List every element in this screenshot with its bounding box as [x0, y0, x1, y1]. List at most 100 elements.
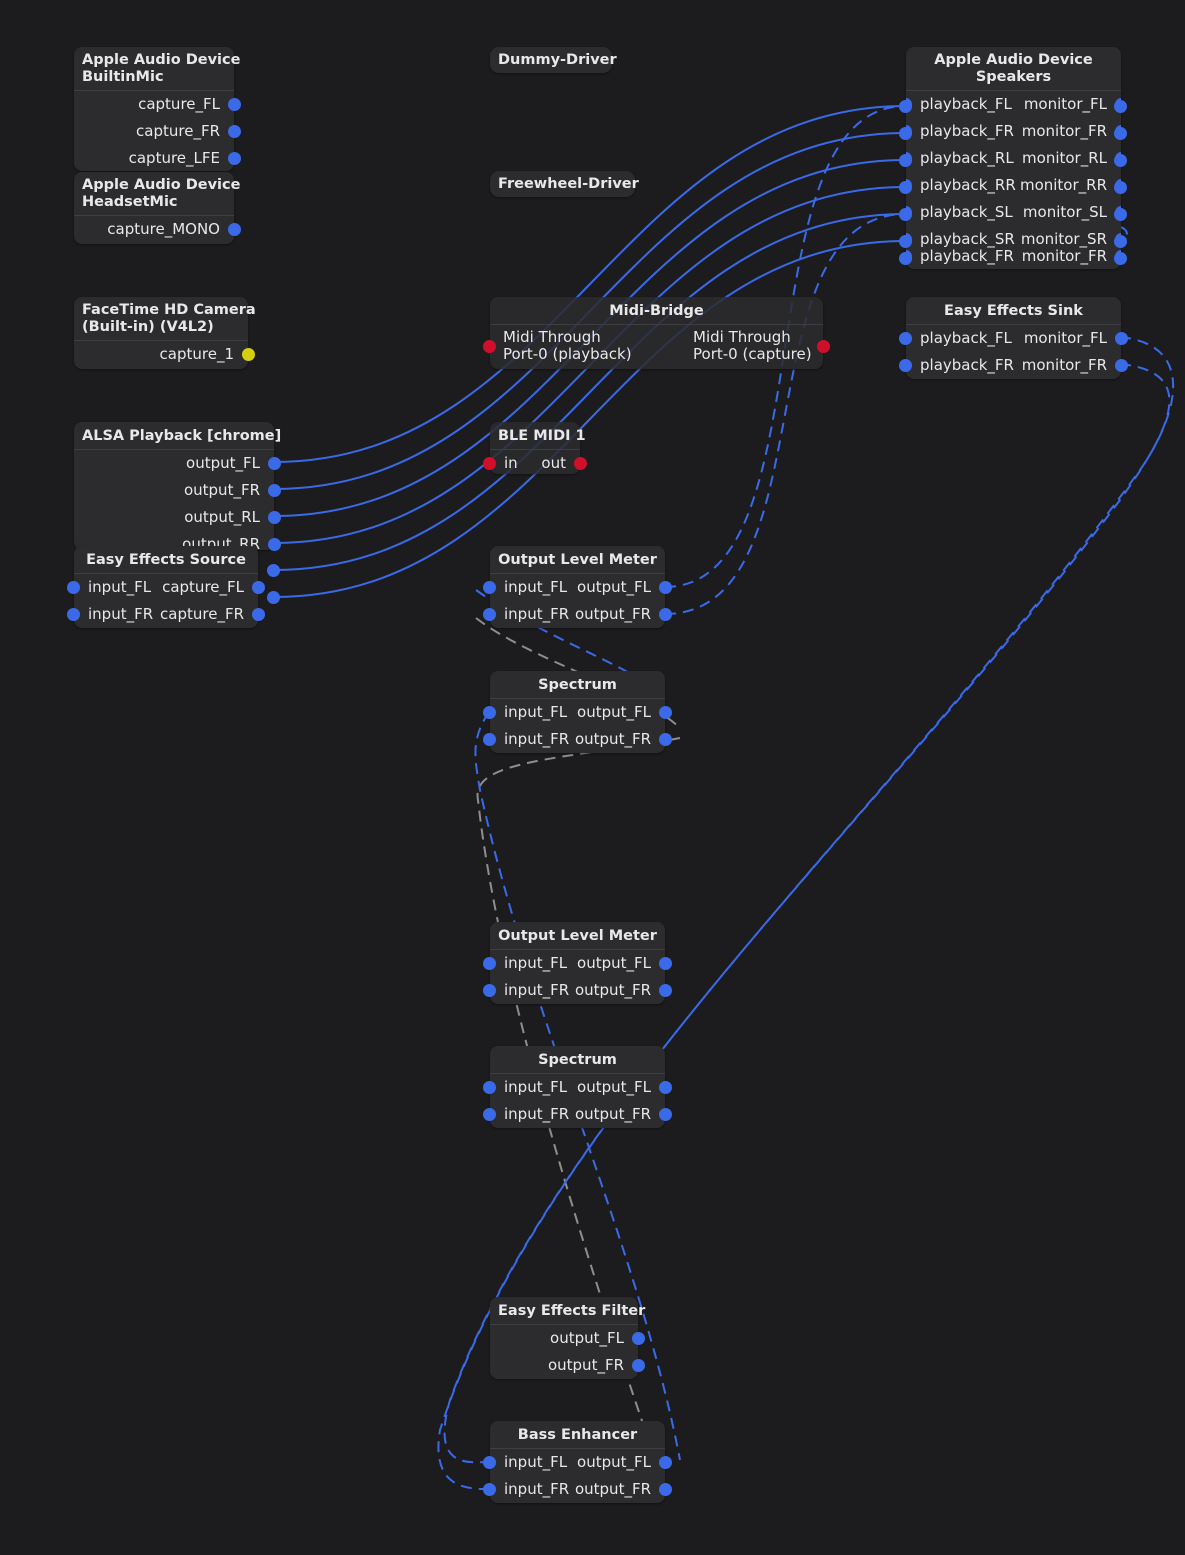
video-port-icon[interactable]: [242, 348, 255, 361]
input-port-icon[interactable]: [483, 1483, 496, 1496]
output-port-icon[interactable]: [228, 98, 241, 111]
output-port-icon[interactable]: [228, 152, 241, 165]
port-row-fr[interactable]: input_FR output_FR: [483, 726, 672, 753]
port-row-fl[interactable]: input_FL output_FL: [483, 1449, 672, 1476]
port-row-fl[interactable]: playback_FL monitor_FL: [906, 91, 1121, 118]
midi-port-row[interactable]: Midi Through Port-0 (playback) Midi Thro…: [483, 325, 830, 371]
output-port-icon[interactable]: [268, 484, 281, 497]
input-port-icon[interactable]: [483, 957, 496, 970]
port-row-fr[interactable]: input_FR capture_FR: [67, 601, 265, 628]
input-port-icon[interactable]: [483, 733, 496, 746]
node-alsa-playback[interactable]: ALSA Playback [chrome] output_FL output_…: [74, 422, 281, 553]
output-port-icon[interactable]: [252, 581, 265, 594]
port-row-fr-overflow[interactable]: playback_FR monitor_FR: [906, 243, 1121, 269]
output-port-icon[interactable]: [228, 223, 241, 236]
midi-input-port-icon[interactable]: [483, 457, 496, 470]
port-output-fr[interactable]: output_FR: [74, 477, 281, 504]
output-port-icon[interactable]: [228, 125, 241, 138]
port-capture-fr[interactable]: capture_FR: [74, 118, 241, 145]
input-port-icon[interactable]: [899, 208, 912, 221]
port-output-fl[interactable]: output_FL: [74, 450, 281, 477]
port-capture-fl[interactable]: capture_FL: [74, 91, 241, 118]
output-port-icon[interactable]: [1114, 154, 1127, 167]
port-row-fl[interactable]: input_FL output_FL: [483, 950, 672, 977]
midi-output-port-icon[interactable]: [574, 457, 587, 470]
node-dummy-driver[interactable]: Dummy-Driver: [490, 47, 617, 73]
input-port-icon[interactable]: [899, 359, 912, 372]
output-port-icon[interactable]: [659, 1081, 672, 1094]
output-port-icon[interactable]: [267, 591, 280, 604]
port-row-rr[interactable]: playback_RR monitor_RR: [906, 172, 1121, 199]
input-port-icon[interactable]: [67, 608, 80, 621]
port-row-fr[interactable]: input_FR output_FR: [483, 1101, 672, 1128]
midi-input-port-icon[interactable]: [483, 340, 496, 353]
port-output-fr[interactable]: output_FR: [490, 1352, 645, 1379]
port-row-rl[interactable]: playback_RL monitor_RL: [906, 145, 1121, 172]
input-port-icon[interactable]: [899, 235, 912, 248]
output-port-icon[interactable]: [659, 984, 672, 997]
port-output-fl[interactable]: output_FL: [490, 1325, 645, 1352]
input-port-icon[interactable]: [899, 181, 912, 194]
node-easy-effects-source[interactable]: Easy Effects Source input_FL capture_FL …: [67, 546, 265, 628]
port-row-fr[interactable]: input_FR output_FR: [483, 601, 672, 628]
input-port-icon[interactable]: [483, 706, 496, 719]
input-port-icon[interactable]: [483, 608, 496, 621]
input-port-icon[interactable]: [899, 154, 912, 167]
output-port-icon[interactable]: [1114, 181, 1127, 194]
node-bass-enhancer[interactable]: Bass Enhancer input_FL output_FL input_F…: [483, 1421, 672, 1503]
port-row-fl[interactable]: input_FL output_FL: [483, 574, 672, 601]
node-easy-effects-sink[interactable]: Easy Effects Sink playback_FL monitor_FL…: [899, 297, 1128, 379]
output-port-icon[interactable]: [632, 1359, 645, 1372]
output-port-icon[interactable]: [267, 564, 280, 577]
input-port-icon[interactable]: [483, 984, 496, 997]
output-port-icon[interactable]: [268, 511, 281, 524]
node-spectrum[interactable]: Spectrum input_FL output_FL input_FR out…: [483, 1046, 672, 1128]
port-row-fr[interactable]: input_FR output_FR: [483, 977, 672, 1004]
output-port-icon[interactable]: [1115, 332, 1128, 345]
port-row-fl[interactable]: input_FL output_FL: [483, 1074, 672, 1101]
input-port-icon[interactable]: [483, 581, 496, 594]
input-port-icon[interactable]: [899, 127, 912, 140]
output-port-icon[interactable]: [1114, 252, 1127, 265]
port-row-fl[interactable]: input_FL capture_FL: [67, 574, 265, 601]
port-capture-mono[interactable]: capture_MONO: [74, 216, 241, 243]
node-headset-mic[interactable]: Apple Audio Device HeadsetMic capture_MO…: [74, 172, 241, 244]
output-port-icon[interactable]: [632, 1332, 645, 1345]
output-port-icon[interactable]: [659, 706, 672, 719]
output-port-icon[interactable]: [1115, 359, 1128, 372]
port-capture-1[interactable]: capture_1: [74, 341, 255, 368]
input-port-icon[interactable]: [483, 1456, 496, 1469]
node-builtin-mic[interactable]: Apple Audio Device BuiltinMic capture_FL…: [74, 47, 241, 171]
node-ble-midi[interactable]: BLE MIDI 1 in out: [483, 422, 587, 474]
node-output-level-meter[interactable]: Output Level Meter input_FL output_FL in…: [483, 922, 672, 1004]
output-port-icon[interactable]: [252, 608, 265, 621]
output-port-icon[interactable]: [268, 457, 281, 470]
port-output-rl[interactable]: output_RL: [74, 504, 281, 531]
input-port-icon[interactable]: [67, 581, 80, 594]
output-port-icon[interactable]: [1114, 127, 1127, 140]
node-easy-effects-filter[interactable]: Easy Effects Filter output_FL output_FR: [490, 1297, 645, 1379]
port-row-fl[interactable]: input_FL output_FL: [483, 699, 672, 726]
port-row-fl[interactable]: playback_FL monitor_FL: [899, 325, 1128, 352]
input-port-icon[interactable]: [483, 1108, 496, 1121]
node-freewheel-driver[interactable]: Freewheel-Driver: [490, 171, 639, 197]
output-port-icon[interactable]: [659, 1456, 672, 1469]
input-port-icon[interactable]: [899, 332, 912, 345]
input-port-icon[interactable]: [899, 252, 912, 265]
node-midi-bridge[interactable]: Midi-Bridge Midi Through Port-0 (playbac…: [483, 297, 830, 371]
input-port-icon[interactable]: [899, 100, 912, 113]
port-row-fr[interactable]: input_FR output_FR: [483, 1476, 672, 1503]
output-port-icon[interactable]: [659, 581, 672, 594]
midi-output-port-icon[interactable]: [817, 340, 830, 353]
output-port-icon[interactable]: [659, 733, 672, 746]
output-port-icon[interactable]: [659, 1108, 672, 1121]
input-port-icon[interactable]: [483, 1081, 496, 1094]
node-output-level-meter[interactable]: Output Level Meter input_FL output_FL in…: [483, 546, 672, 628]
output-port-icon[interactable]: [1114, 235, 1127, 248]
port-row-sl[interactable]: playback_SL monitor_SL: [906, 199, 1121, 226]
node-facetime-camera[interactable]: FaceTime HD Camera (Built-in) (V4L2) cap…: [74, 297, 256, 369]
output-port-icon[interactable]: [1114, 208, 1127, 221]
node-spectrum[interactable]: Spectrum input_FL output_FL input_FR out…: [483, 671, 672, 753]
output-port-icon[interactable]: [659, 1483, 672, 1496]
port-row-fr[interactable]: playback_FR monitor_FR: [906, 118, 1121, 145]
